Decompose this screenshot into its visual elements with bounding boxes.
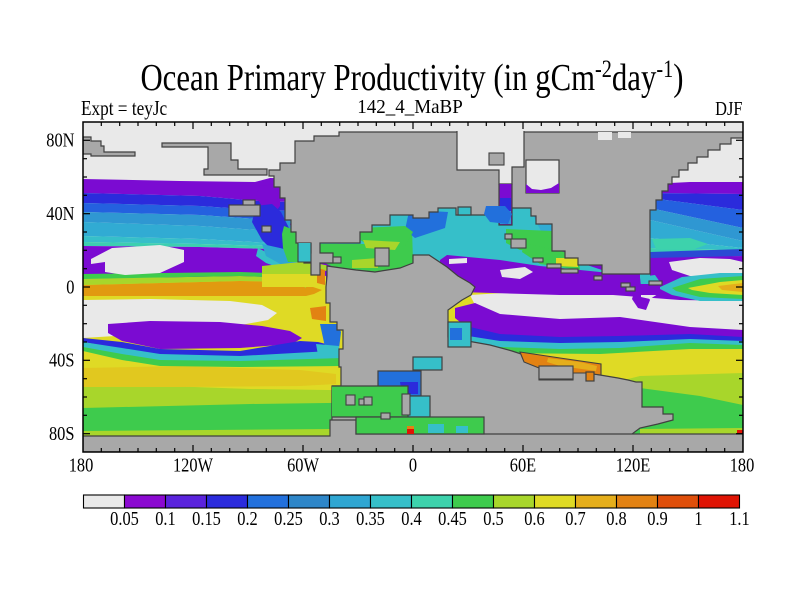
svg-text:DJF: DJF [715, 98, 742, 120]
svg-text:60W: 60W [287, 454, 320, 476]
svg-text:Expt = teyJc: Expt = teyJc [81, 98, 167, 121]
svg-text:0.4: 0.4 [401, 508, 421, 530]
svg-text:Ocean Primary Productivity (in: Ocean Primary Productivity (in gCm-2day-… [140, 55, 683, 99]
svg-text:0.45: 0.45 [438, 508, 467, 530]
svg-text:0.9: 0.9 [647, 508, 667, 530]
svg-text:40N: 40N [46, 203, 74, 225]
svg-text:142_4_MaBP: 142_4_MaBP [357, 97, 463, 119]
svg-text:1.1: 1.1 [729, 508, 749, 530]
svg-text:0.6: 0.6 [524, 508, 544, 530]
svg-text:120E: 120E [616, 454, 651, 476]
svg-text:180: 180 [69, 454, 94, 476]
svg-text:0.8: 0.8 [606, 508, 626, 530]
svg-text:0.5: 0.5 [483, 508, 503, 530]
svg-text:0.7: 0.7 [565, 508, 585, 530]
svg-text:180: 180 [730, 454, 755, 476]
svg-text:80S: 80S [49, 423, 75, 445]
svg-text:0.25: 0.25 [274, 508, 303, 530]
svg-text:0.05: 0.05 [110, 508, 139, 530]
svg-text:60E: 60E [510, 454, 536, 476]
svg-text:0.1: 0.1 [155, 508, 175, 530]
svg-text:120W: 120W [173, 454, 214, 476]
svg-text:0: 0 [66, 276, 74, 298]
svg-text:1: 1 [694, 508, 702, 530]
svg-text:40S: 40S [49, 349, 75, 371]
svg-text:0: 0 [409, 454, 417, 476]
svg-text:0.2: 0.2 [237, 508, 257, 530]
svg-text:0.3: 0.3 [319, 508, 339, 530]
svg-text:0.15: 0.15 [192, 508, 221, 530]
svg-text:80N: 80N [46, 129, 74, 151]
svg-text:0.35: 0.35 [356, 508, 385, 530]
